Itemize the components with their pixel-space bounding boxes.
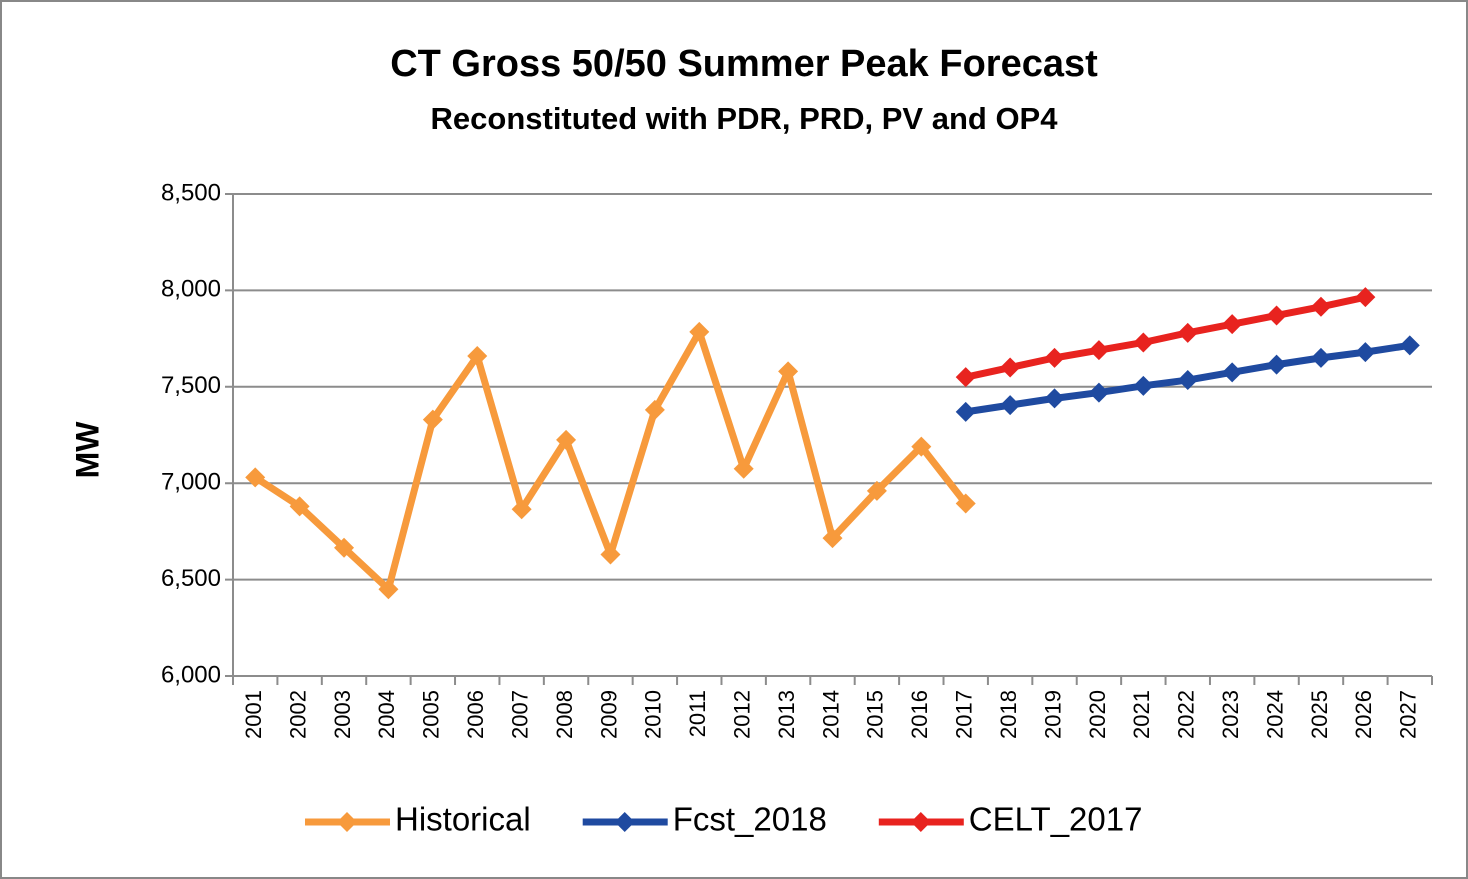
x-tick-label: 2008	[552, 690, 577, 739]
legend-label: CELT_2017	[969, 801, 1143, 838]
point-marker	[644, 399, 665, 420]
x-tick-label: 2014	[818, 690, 843, 739]
x-tick-label: 2012	[729, 690, 754, 739]
x-tick-label: 2017	[952, 690, 977, 739]
x-tick-label: 2025	[1307, 690, 1332, 739]
legend-label: Fcst_2018	[673, 801, 827, 838]
point-marker	[511, 499, 532, 520]
x-tick-label: 2021	[1129, 690, 1154, 739]
point-marker	[1310, 347, 1331, 368]
point-marker	[1355, 342, 1376, 363]
point-marker	[778, 361, 799, 382]
y-tick-label: 8,000	[161, 276, 221, 303]
point-marker	[600, 544, 621, 565]
point-marker	[1355, 287, 1376, 308]
x-tick-label: 2016	[907, 690, 932, 739]
x-tick-label: 2010	[641, 690, 666, 739]
point-marker	[245, 467, 266, 488]
point-marker	[289, 496, 310, 517]
point-marker	[866, 480, 887, 501]
legend-marker	[337, 812, 357, 832]
x-tick-label: 2007	[507, 690, 532, 739]
point-marker	[378, 579, 399, 600]
y-tick-label: 6,500	[161, 565, 221, 592]
point-marker	[467, 345, 488, 366]
series-line	[964, 293, 1367, 381]
legend-marker	[910, 812, 931, 832]
x-tick-label: 2024	[1262, 690, 1287, 739]
y-axis-label: MW	[69, 421, 105, 479]
point-marker	[733, 458, 754, 479]
legend-label: Historical	[395, 801, 531, 838]
point-marker	[1222, 314, 1243, 335]
y-tick-label: 8,500	[161, 179, 221, 206]
point-marker	[689, 321, 710, 342]
x-tick-label: 2026	[1351, 690, 1376, 739]
x-tick-label: 2027	[1396, 690, 1421, 739]
y-tick-label: 6,000	[161, 661, 221, 688]
x-tick-label: 2009	[596, 690, 621, 739]
x-tick-label: 2015	[863, 690, 888, 739]
point-marker	[1222, 362, 1243, 383]
point-marker	[1133, 332, 1154, 353]
point-marker	[1044, 388, 1065, 409]
x-tick-label: 2011	[685, 690, 710, 737]
x-tick-label: 2013	[774, 690, 799, 739]
point-marker	[1310, 296, 1331, 317]
point-marker	[1177, 322, 1198, 343]
chart-subtitle: Reconstituted with PDR, PRD, PV and OP4	[431, 101, 1059, 136]
x-tick-label: 2006	[463, 690, 488, 739]
point-marker	[1000, 357, 1021, 378]
x-tick-label: 2023	[1218, 690, 1243, 739]
point-marker	[1177, 370, 1198, 391]
point-marker	[955, 401, 976, 422]
x-tick-label: 2018	[996, 690, 1021, 739]
x-tick-label: 2022	[1174, 690, 1199, 739]
x-tick-label: 2020	[1085, 690, 1110, 739]
point-marker	[1088, 340, 1109, 361]
x-tick-label: 2005	[419, 690, 444, 739]
x-tick-label: 2004	[374, 690, 399, 739]
point-marker	[822, 528, 843, 549]
point-marker	[1266, 305, 1287, 326]
point-marker	[911, 436, 932, 457]
point-marker	[1133, 375, 1154, 396]
point-marker	[556, 429, 577, 450]
point-marker	[1266, 354, 1287, 375]
point-marker	[955, 367, 976, 388]
y-tick-label: 7,000	[161, 469, 221, 496]
point-marker	[1044, 347, 1065, 368]
point-marker	[1088, 382, 1109, 403]
point-marker	[1000, 395, 1021, 416]
point-marker	[955, 493, 976, 514]
legend-marker	[614, 812, 635, 832]
x-tick-label: 2001	[241, 690, 266, 739]
x-tick-label: 2002	[285, 690, 310, 739]
chart-title: CT Gross 50/50 Summer Peak Forecast	[390, 43, 1098, 85]
x-tick-label: 2003	[330, 690, 355, 739]
x-tick-label: 2019	[1040, 690, 1065, 739]
y-tick-label: 7,500	[161, 372, 221, 399]
point-marker	[1399, 335, 1420, 356]
point-marker	[334, 537, 355, 558]
point-marker	[422, 409, 443, 430]
